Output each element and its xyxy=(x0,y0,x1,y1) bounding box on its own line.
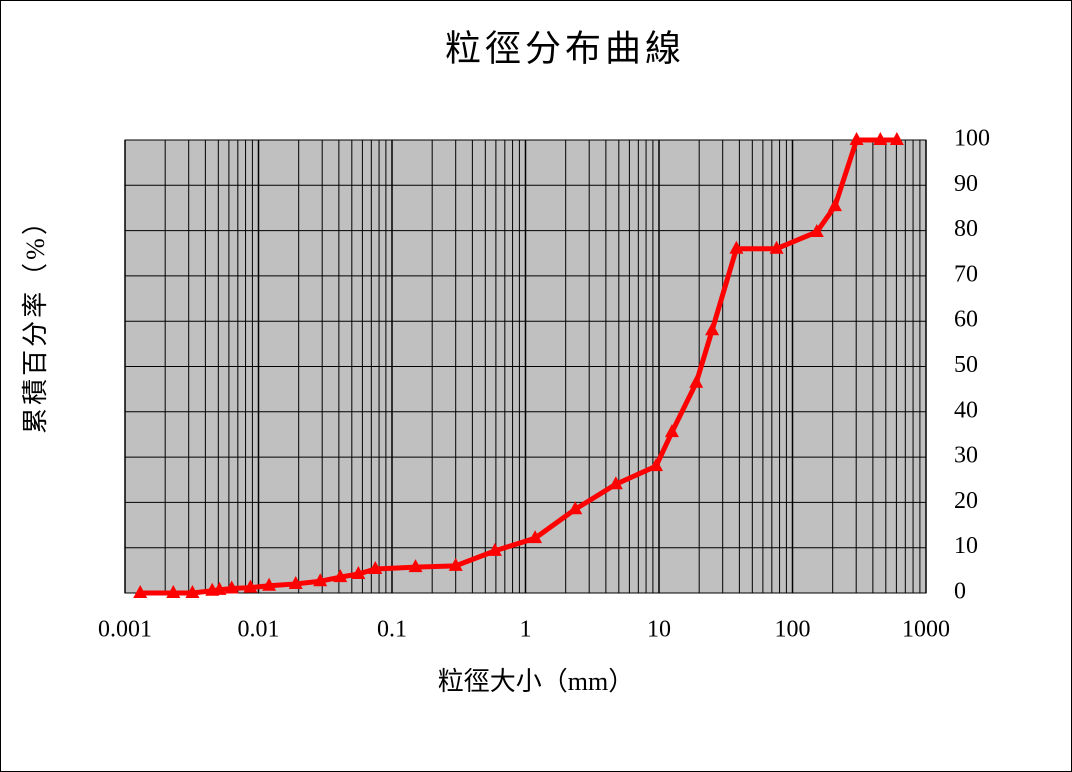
data-point xyxy=(262,577,277,591)
data-point xyxy=(809,223,824,237)
data-point xyxy=(873,132,888,145)
data-point xyxy=(487,542,502,556)
data-point xyxy=(212,581,227,595)
x-tick-label: 100 xyxy=(775,617,811,643)
x-tick-label: 0.01 xyxy=(238,617,280,643)
y-tick-label: 30 xyxy=(954,443,978,469)
x-tick-label: 10 xyxy=(647,617,671,643)
y-tick-label: 90 xyxy=(954,171,978,197)
x-tick-label: 1 xyxy=(520,617,532,643)
data-point xyxy=(133,585,148,598)
data-point xyxy=(313,573,328,587)
y-axis-label: 累積百分率（%） xyxy=(21,206,50,434)
data-point xyxy=(729,240,744,254)
y-tick-label: 40 xyxy=(954,397,978,423)
data-point xyxy=(568,501,583,515)
data-point xyxy=(649,458,664,472)
chart-title: 粒徑分布曲線 xyxy=(445,28,685,68)
data-point xyxy=(769,240,784,254)
x-tick-label: 1000 xyxy=(902,617,950,643)
data-point xyxy=(849,132,864,145)
y-tick-label: 0 xyxy=(954,579,966,605)
x-axis-label: 粒徑大小（mm） xyxy=(438,667,634,696)
y-tick-label: 80 xyxy=(954,216,978,242)
data-point xyxy=(333,569,348,583)
data-point xyxy=(664,424,679,438)
y-tick-label: 100 xyxy=(954,126,990,152)
data-point xyxy=(889,132,904,145)
x-tick-label: 0.001 xyxy=(98,617,152,643)
data-point xyxy=(166,585,181,598)
data-point xyxy=(288,575,303,589)
data-point xyxy=(608,476,623,490)
data-point xyxy=(224,580,239,594)
data-point xyxy=(368,560,383,574)
y-tick-label: 50 xyxy=(954,352,978,378)
y-tick-label: 60 xyxy=(954,307,978,333)
data-point xyxy=(528,530,543,544)
data-point xyxy=(243,579,258,593)
data-point xyxy=(408,559,423,573)
data-point xyxy=(185,585,200,598)
y-tick-label: 20 xyxy=(954,488,978,514)
data-point xyxy=(689,374,704,388)
y-tick-label: 70 xyxy=(954,261,978,287)
data-point xyxy=(705,322,720,336)
data-point xyxy=(448,557,463,571)
data-point xyxy=(827,198,842,212)
data-point xyxy=(351,565,366,579)
x-tick-label: 0.1 xyxy=(377,617,407,643)
y-tick-label: 10 xyxy=(954,533,978,559)
